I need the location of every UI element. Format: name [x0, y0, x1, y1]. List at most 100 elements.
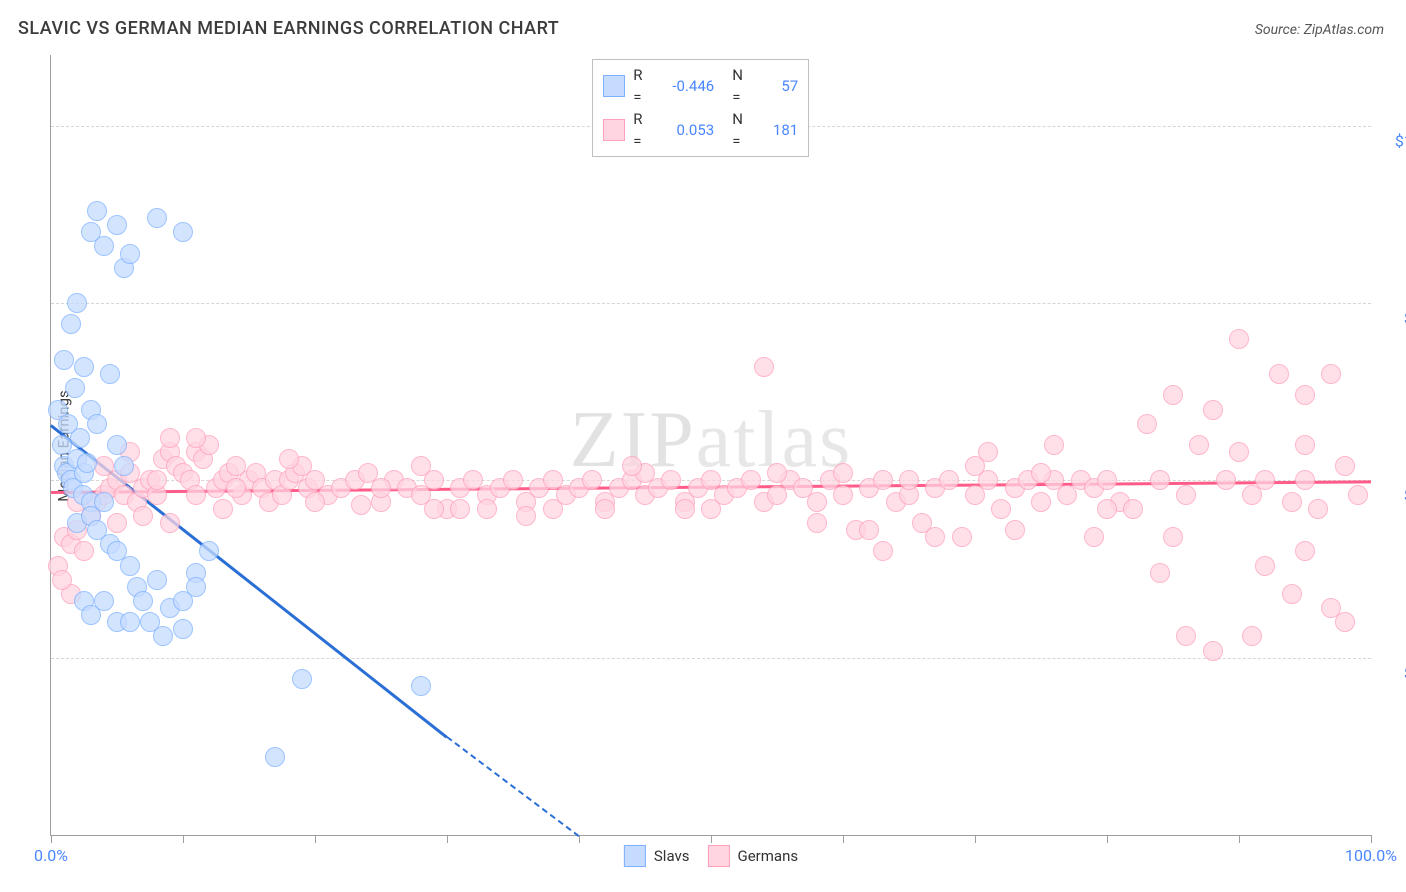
data-point-germans [1308, 499, 1328, 519]
legend-r-value: 0.053 [659, 119, 714, 141]
data-point-germans [213, 499, 233, 519]
data-point-slavs [173, 222, 193, 242]
data-point-slavs [65, 378, 85, 398]
data-point-germans [1295, 541, 1315, 561]
data-point-germans [186, 428, 206, 448]
legend-r-value: -0.446 [659, 75, 714, 97]
y-tick-label: $75,000 [1381, 309, 1406, 328]
data-point-germans [1031, 463, 1051, 483]
data-point-slavs [77, 453, 97, 473]
y-tick-label: $25,000 [1381, 663, 1406, 682]
data-point-germans [701, 499, 721, 519]
legend-swatch [624, 845, 646, 867]
data-point-slavs [120, 244, 140, 264]
data-point-germans [1216, 470, 1236, 490]
data-point-germans [1203, 400, 1223, 420]
data-point-germans [1282, 492, 1302, 512]
chart-title: SLAVIC VS GERMAN MEDIAN EARNINGS CORRELA… [18, 18, 559, 39]
data-point-germans [952, 527, 972, 547]
data-point-slavs [147, 570, 167, 590]
data-point-slavs [265, 747, 285, 767]
legend-stats: R =-0.446N =57R =0.053N =181 [592, 59, 809, 157]
data-point-germans [477, 499, 497, 519]
data-point-germans [351, 495, 371, 515]
data-point-germans [833, 463, 853, 483]
data-point-germans [1163, 385, 1183, 405]
data-point-germans [279, 449, 299, 469]
data-point-germans [1084, 527, 1104, 547]
data-point-slavs [61, 314, 81, 334]
data-point-germans [1189, 435, 1209, 455]
regression-line [446, 736, 579, 837]
x-tick [1239, 835, 1240, 843]
data-point-slavs [67, 293, 87, 313]
data-point-germans [754, 357, 774, 377]
data-point-germans [1282, 584, 1302, 604]
data-point-germans [767, 463, 787, 483]
data-point-slavs [87, 414, 107, 434]
data-point-slavs [114, 456, 134, 476]
data-point-germans [1255, 556, 1275, 576]
data-point-germans [1176, 485, 1196, 505]
data-point-germans [305, 492, 325, 512]
x-tick [51, 835, 52, 843]
data-point-slavs [100, 364, 120, 384]
data-point-germans [94, 456, 114, 476]
data-point-slavs [54, 350, 74, 370]
data-point-germans [1005, 520, 1025, 540]
data-point-slavs [74, 357, 94, 377]
data-point-germans [1163, 527, 1183, 547]
data-point-germans [675, 499, 695, 519]
legend-series: Slavs Germans [624, 845, 798, 867]
legend-label: Germans [738, 847, 799, 865]
source-label: Source: [1255, 22, 1304, 38]
data-point-germans [873, 541, 893, 561]
legend-swatch [603, 119, 625, 141]
x-tick [447, 835, 448, 843]
data-point-germans [411, 456, 431, 476]
x-tick-label: 100.0% [1345, 846, 1397, 865]
data-point-germans [1229, 442, 1249, 462]
data-point-slavs [107, 435, 127, 455]
data-point-germans [1031, 492, 1051, 512]
y-tick-label: $100,000 [1381, 131, 1406, 150]
data-point-germans [424, 499, 444, 519]
legend-r-label: R = [633, 64, 651, 108]
x-tick [1107, 835, 1108, 843]
data-point-germans [833, 485, 853, 505]
legend-item-germans: Germans [708, 845, 799, 867]
data-point-germans [595, 499, 615, 519]
chart-plot-area: ZIPatlas $25,000$50,000$75,000$100,0000.… [50, 55, 1371, 836]
data-point-slavs [147, 208, 167, 228]
data-point-germans [226, 478, 246, 498]
data-point-germans [371, 478, 391, 498]
data-point-germans [1123, 499, 1143, 519]
data-point-germans [991, 499, 1011, 519]
data-point-slavs [411, 676, 431, 696]
data-point-germans [1335, 612, 1355, 632]
legend-swatch [708, 845, 730, 867]
data-point-germans [582, 470, 602, 490]
data-point-germans [160, 513, 180, 533]
data-point-germans [1321, 364, 1341, 384]
data-point-germans [1255, 470, 1275, 490]
data-point-germans [1137, 414, 1157, 434]
data-point-slavs [94, 236, 114, 256]
x-tick [183, 835, 184, 843]
data-point-slavs [87, 201, 107, 221]
data-point-germans [107, 513, 127, 533]
legend-stats-row-slavs: R =-0.446N =57 [603, 64, 798, 108]
data-point-slavs [120, 556, 140, 576]
data-point-germans [741, 470, 761, 490]
data-point-germans [52, 570, 72, 590]
data-point-germans [1269, 364, 1289, 384]
data-point-germans [1335, 456, 1355, 476]
x-tick [315, 835, 316, 843]
x-tick [579, 835, 580, 843]
x-tick [975, 835, 976, 843]
data-point-germans [1176, 626, 1196, 646]
legend-item-slavs: Slavs [624, 845, 690, 867]
legend-n-label: N = [732, 108, 750, 152]
data-point-slavs [173, 619, 193, 639]
data-point-slavs [107, 215, 127, 235]
